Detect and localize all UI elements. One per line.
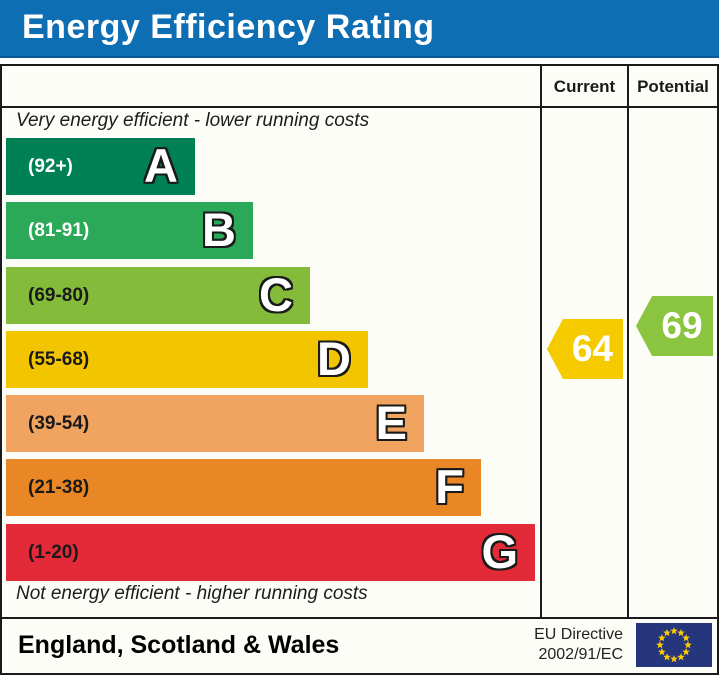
rating-table: Current Potential Very energy efficient …	[0, 64, 719, 619]
title-banner: Energy Efficiency Rating	[0, 0, 719, 58]
band-b-letter: B	[202, 203, 236, 256]
band-e-letter: E	[375, 396, 407, 449]
band-c-letter: C	[259, 268, 293, 321]
band-e: (39-54) E	[6, 395, 424, 452]
band-f-letter: F	[435, 460, 464, 513]
column-header-potential: Potential	[637, 77, 709, 96]
band-a-range-label: (92+)	[28, 156, 73, 177]
column-divider-current	[540, 66, 542, 617]
band-e-range-label: (39-54)	[28, 413, 90, 434]
potential-rating-tag: 69	[636, 296, 713, 356]
column-header-current: Current	[553, 77, 616, 96]
eu-flag-icon	[636, 623, 712, 667]
band-d-range-label: (55-68)	[28, 349, 90, 370]
band-d: (55-68) D	[6, 331, 368, 388]
current-rating-tag: 64	[547, 319, 623, 379]
potential-rating-value: 69	[661, 305, 703, 346]
band-g: (1-20) G	[6, 524, 535, 581]
page-title: Energy Efficiency Rating	[22, 8, 435, 46]
region-label: England, Scotland & Wales	[18, 631, 340, 659]
current-rating-value: 64	[571, 328, 614, 369]
column-divider-potential	[627, 66, 629, 617]
eu-directive-label: EU Directive 2002/91/EC	[493, 625, 623, 665]
band-f: (21-38) F	[6, 459, 481, 516]
bottom-note: Not energy efficient - higher running co…	[16, 583, 368, 604]
top-note: Very energy efficient - lower running co…	[16, 110, 370, 131]
band-a: (92+) A	[6, 138, 195, 195]
band-c: (69-80) C	[6, 267, 310, 324]
band-f-range-label: (21-38)	[28, 477, 90, 498]
band-c-range-label: (69-80)	[28, 285, 90, 306]
band-g-range-label: (1-20)	[28, 542, 79, 563]
band-d-letter: D	[317, 332, 351, 385]
header-row-divider	[2, 106, 717, 108]
band-a-letter: A	[144, 139, 178, 192]
band-b-range-label: (81-91)	[28, 220, 90, 241]
band-g-letter: G	[481, 525, 518, 578]
band-b: (81-91) B	[6, 202, 253, 259]
eu-directive-line1: EU Directive	[534, 626, 623, 643]
footer-bar: England, Scotland & Wales EU Directive 2…	[0, 619, 719, 675]
eu-directive-line2: 2002/91/EC	[538, 646, 623, 663]
